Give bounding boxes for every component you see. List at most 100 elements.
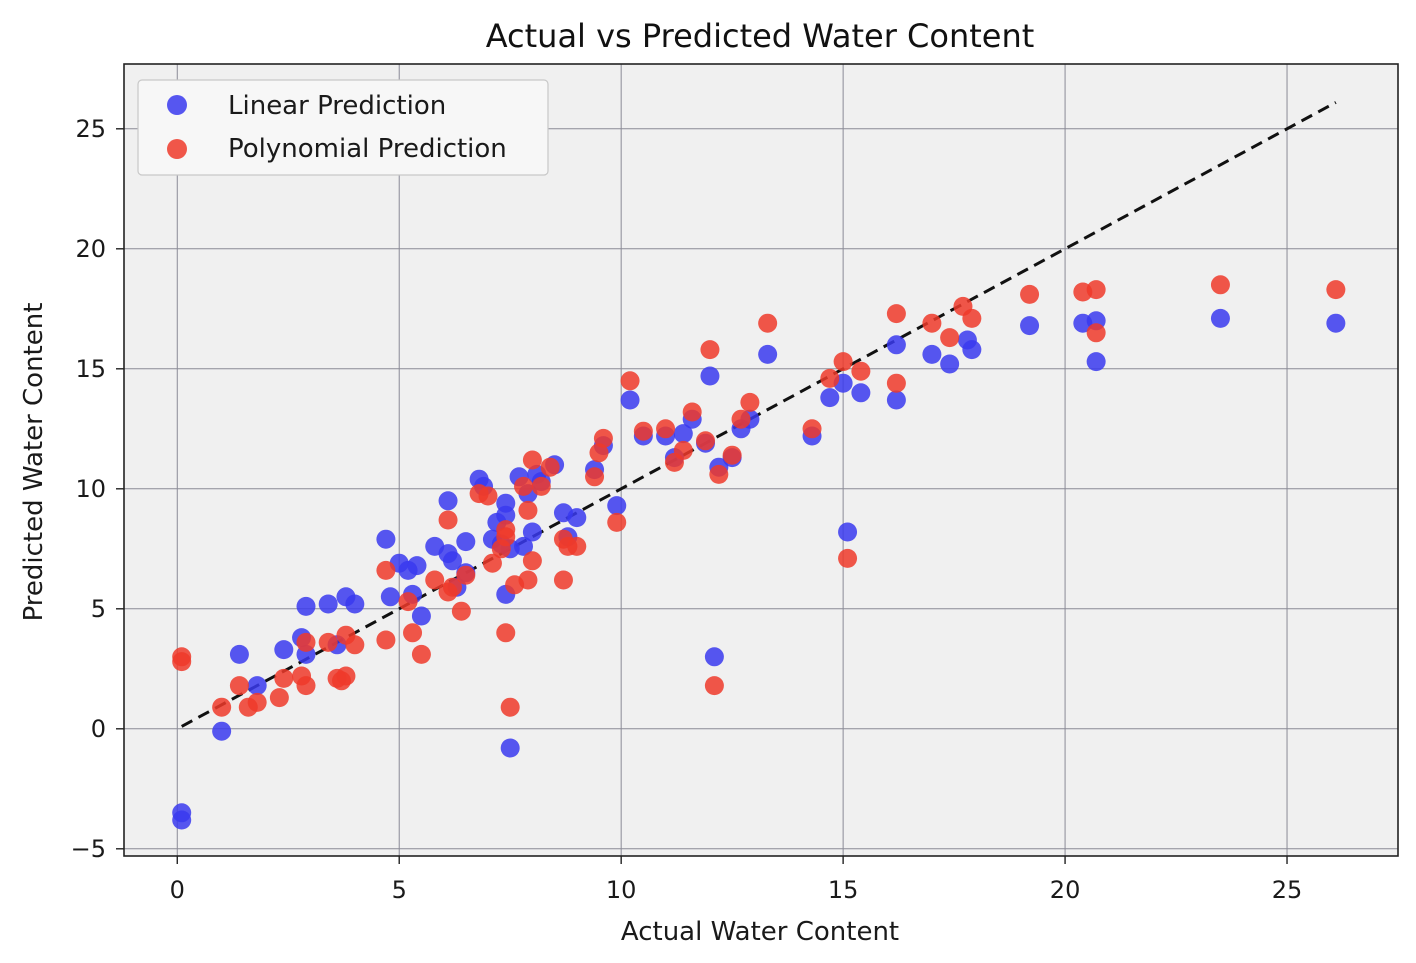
data-point	[1326, 313, 1346, 333]
data-point	[172, 652, 192, 672]
data-point	[514, 476, 534, 496]
data-point	[376, 560, 396, 580]
data-point	[709, 464, 729, 484]
data-point	[886, 390, 906, 410]
data-point	[407, 556, 427, 576]
x-tick-label: 25	[1272, 876, 1303, 904]
data-point	[411, 644, 431, 664]
data-point	[1020, 284, 1040, 304]
data-point	[553, 570, 573, 590]
data-point	[838, 522, 858, 542]
data-point	[682, 402, 702, 422]
data-point	[704, 647, 724, 667]
data-point	[247, 676, 267, 696]
data-point	[1020, 316, 1040, 336]
data-point	[722, 445, 742, 465]
data-point	[940, 328, 960, 348]
data-point	[531, 476, 551, 496]
data-point	[212, 697, 232, 717]
data-point	[962, 308, 982, 328]
data-point	[540, 457, 560, 477]
data-point	[269, 688, 289, 708]
y-tick-label: 5	[91, 595, 106, 623]
data-point	[589, 443, 609, 463]
data-point	[438, 491, 458, 511]
data-point	[500, 738, 520, 758]
data-point	[820, 388, 840, 408]
x-tick-label: 0	[170, 876, 185, 904]
data-point	[518, 570, 538, 590]
data-point	[336, 666, 356, 686]
data-point	[802, 419, 822, 439]
data-point	[212, 721, 232, 741]
data-point	[172, 810, 192, 830]
data-point	[296, 632, 316, 652]
data-point	[482, 553, 502, 573]
data-point	[607, 496, 627, 516]
data-point	[758, 313, 778, 333]
data-point	[496, 505, 516, 525]
data-point	[607, 512, 627, 532]
x-axis-title: Actual Water Content	[621, 917, 899, 947]
data-point	[296, 596, 316, 616]
data-point	[522, 551, 542, 571]
data-point	[1210, 275, 1230, 295]
x-tick-label: 15	[828, 876, 859, 904]
y-tick-label: 25	[75, 115, 106, 143]
x-tick-label: 5	[392, 876, 407, 904]
y-tick-label: 20	[75, 235, 106, 263]
data-point	[403, 623, 423, 643]
data-point	[411, 606, 431, 626]
data-point	[376, 630, 396, 650]
data-point	[1210, 308, 1230, 328]
data-point	[820, 368, 840, 388]
data-point	[585, 467, 605, 487]
reference-line	[180, 101, 1337, 728]
data-point	[1086, 352, 1106, 372]
legend-label-linear: Linear Prediction	[228, 91, 446, 121]
data-point	[496, 527, 516, 547]
legend-box	[137, 79, 549, 176]
data-point	[593, 428, 613, 448]
data-point	[500, 697, 520, 717]
data-point	[962, 340, 982, 360]
data-point	[838, 548, 858, 568]
data-point	[620, 390, 640, 410]
plot-frame	[123, 63, 1399, 857]
data-point	[229, 676, 249, 696]
data-point	[633, 421, 653, 441]
data-point	[522, 522, 542, 542]
data-point	[438, 510, 458, 530]
data-point	[456, 565, 476, 585]
data-point	[345, 635, 365, 655]
data-point	[886, 304, 906, 324]
data-point	[380, 587, 400, 607]
data-point	[478, 486, 498, 506]
data-point	[1326, 280, 1346, 300]
data-point	[656, 419, 676, 439]
data-point	[833, 352, 853, 372]
data-point	[567, 508, 587, 528]
data-point	[673, 440, 693, 460]
data-point	[700, 366, 720, 386]
data-point	[274, 668, 294, 688]
data-point	[442, 551, 462, 571]
plot-area	[124, 64, 1398, 856]
x-tick-label: 20	[1050, 876, 1081, 904]
legend-marker-polynomial	[167, 139, 187, 159]
data-point	[696, 431, 716, 451]
data-point	[514, 536, 534, 556]
y-tick-label: 0	[91, 715, 106, 743]
data-point	[398, 592, 418, 612]
data-point	[851, 361, 871, 381]
data-point	[1086, 280, 1106, 300]
series-layer	[172, 275, 1346, 830]
legend-label-polynomial: Polynomial Prediction	[228, 134, 507, 164]
data-point	[886, 373, 906, 393]
data-point	[345, 594, 365, 614]
data-point	[296, 676, 316, 696]
y-tick-label: 10	[75, 475, 106, 503]
data-point	[425, 570, 445, 590]
chart-title: Actual vs Predicted Water Content	[486, 17, 1035, 55]
